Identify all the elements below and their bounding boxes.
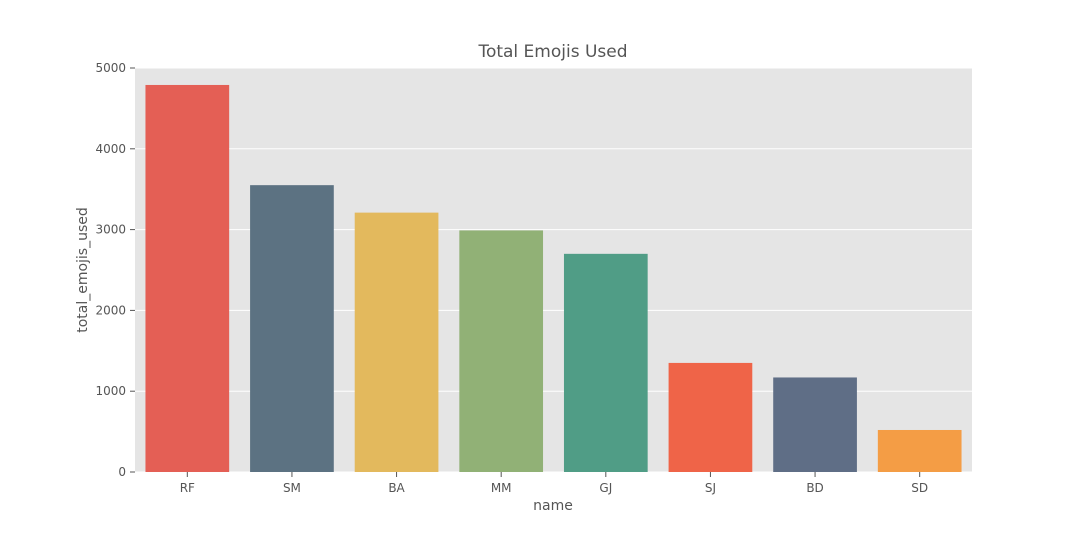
x-axis-label: name [533,498,573,514]
y-axis-label: total_emojis_used [75,207,91,333]
y-tick-label: 3000 [95,223,126,237]
x-tick-label: GJ [599,481,612,495]
x-axis-ticks: RF SM BA MM GJ SJ BD SD [180,472,928,495]
x-tick-label: SJ [705,481,716,495]
y-axis-ticks: 0 1000 2000 3000 4000 5000 [95,61,135,479]
x-tick-label: RF [180,481,195,495]
y-tick-label: 1000 [95,384,126,398]
y-tick-label: 5000 [95,61,126,75]
bar-mm [459,230,544,472]
x-tick-label: SD [911,481,928,495]
bar-gj [563,253,648,472]
bar-rf [145,84,230,472]
y-tick-label: 2000 [95,303,126,317]
bar-sd [877,429,962,472]
x-tick-label: BA [388,481,405,495]
y-tick-label: 4000 [95,142,126,156]
x-tick-label: SM [283,481,301,495]
x-tick-label: MM [491,481,512,495]
bars [145,84,962,472]
x-tick-label: BD [806,481,823,495]
bar-bd [773,377,857,472]
bar-ba [354,212,439,472]
bar-sm [250,185,334,472]
chart-title: Total Emojis Used [477,42,627,62]
bar-sj [668,362,753,472]
y-tick-label: 0 [118,465,126,479]
